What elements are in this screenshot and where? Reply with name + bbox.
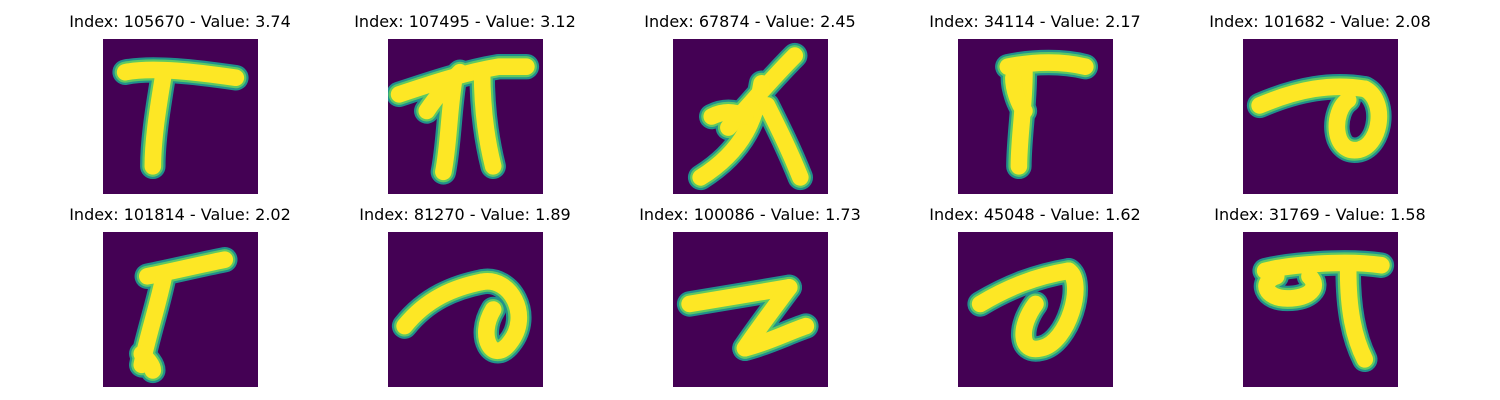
glyph-image <box>958 39 1113 194</box>
panel-3: Index: 67874 - Value: 2.45 <box>605 12 895 202</box>
panel-title: Index: 45048 - Value: 1.62 <box>929 205 1141 224</box>
glyph-svg <box>1243 39 1398 194</box>
panel-title: Index: 101682 - Value: 2.08 <box>1209 12 1431 31</box>
glyph-svg <box>958 39 1113 194</box>
glyph-stroke-core <box>1256 254 1390 280</box>
glyph-stroke-core <box>1251 78 1374 114</box>
glyph-svg <box>388 232 543 387</box>
glyph-svg <box>103 39 258 194</box>
glyph-stroke-core <box>999 54 1094 75</box>
panel-title: Index: 100086 - Value: 1.73 <box>639 205 861 224</box>
panel-title: Index: 101814 - Value: 2.02 <box>69 205 291 224</box>
glyph-image <box>1243 232 1398 387</box>
glyph-stroke-core <box>116 61 245 87</box>
glyph-stroke-core <box>1339 262 1374 368</box>
glyph-stroke-core <box>144 63 173 175</box>
panel-2: Index: 107495 - Value: 3.12 <box>320 12 610 202</box>
panel-7: Index: 81270 - Value: 1.89 <box>320 205 610 395</box>
panel-title: Index: 34114 - Value: 2.17 <box>929 12 1141 31</box>
glyph-stroke-core <box>1328 80 1388 159</box>
glyph-image <box>388 39 543 194</box>
glyph-image <box>958 232 1113 387</box>
panel-title: Index: 31769 - Value: 1.58 <box>1214 205 1426 224</box>
glyph-stroke-core <box>703 104 754 125</box>
glyph-svg <box>958 232 1113 387</box>
glyph-stroke-core <box>473 273 528 359</box>
panel-5: Index: 101682 - Value: 2.08 <box>1175 12 1465 202</box>
glyph-stroke-core <box>473 63 502 175</box>
glyph-image <box>103 39 258 194</box>
glyph-stroke-core <box>758 97 809 186</box>
glyph-stroke-core <box>971 262 1078 313</box>
glyph-svg <box>103 232 258 387</box>
glyph-svg <box>673 232 828 387</box>
glyph-stroke-core <box>396 273 491 335</box>
glyph-image <box>673 39 828 194</box>
panel-9: Index: 45048 - Value: 1.62 <box>890 205 1180 395</box>
panel-6: Index: 101814 - Value: 2.02 <box>35 205 325 395</box>
glyph-svg <box>1243 232 1398 387</box>
panel-10: Index: 31769 - Value: 1.58 <box>1175 205 1465 395</box>
panel-8: Index: 100086 - Value: 1.73 <box>605 205 895 395</box>
glyph-stroke-core <box>692 74 770 186</box>
glyph-image <box>388 232 543 387</box>
glyph-image <box>673 232 828 387</box>
glyph-stroke-core <box>1258 267 1322 307</box>
glyph-stroke-core <box>1005 69 1033 120</box>
panel-title: Index: 81270 - Value: 1.89 <box>359 205 571 224</box>
panel-title: Index: 105670 - Value: 3.74 <box>69 12 291 31</box>
panel-title: Index: 67874 - Value: 2.45 <box>644 12 856 31</box>
glyph-stroke-core <box>133 345 162 379</box>
glyph-stroke-core <box>138 251 234 285</box>
glyph-stroke-core <box>736 317 815 357</box>
panel-4: Index: 34114 - Value: 2.17 <box>890 12 1180 202</box>
glyph-svg <box>673 39 828 194</box>
glyph-image <box>103 232 258 387</box>
panel-title: Index: 107495 - Value: 3.12 <box>354 12 576 31</box>
panel-1: Index: 105670 - Value: 3.74 <box>35 12 325 202</box>
glyph-svg <box>388 39 543 194</box>
glyph-image <box>1243 39 1398 194</box>
glyph-stroke-core <box>418 63 469 120</box>
glyph-stroke-core <box>1015 262 1084 358</box>
glyph-stroke-core <box>1010 63 1033 175</box>
